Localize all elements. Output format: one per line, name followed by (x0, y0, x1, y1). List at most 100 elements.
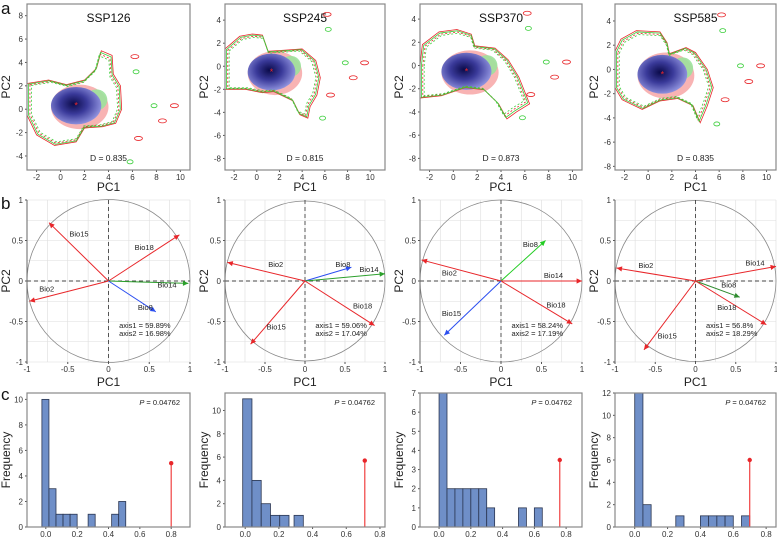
variance-axis1: axis1 = 56.8% (706, 321, 754, 330)
y-tick-label: 2 (217, 39, 222, 48)
x-tick-label: 0.2 (465, 530, 477, 538)
histogram-bar (642, 504, 652, 528)
arrowhead-icon (227, 261, 234, 267)
x-tick-label: 6 (717, 173, 722, 182)
y-tick-label: 6 (19, 35, 24, 44)
histogram-bar (270, 514, 281, 528)
panel-label-a: a (1, 0, 11, 18)
contour-island (524, 25, 532, 31)
niche-contour (29, 53, 120, 144)
y-tick-label: 0.5 (12, 237, 24, 246)
histogram-bar (62, 513, 71, 528)
y-tick-label: 4 (19, 472, 24, 481)
plot-area (615, 4, 776, 170)
niche-contour (420, 30, 529, 119)
y-tick-label: -1 (16, 358, 24, 367)
y-tick-label: 0 (607, 277, 612, 286)
arrow-label: Bio15 (658, 332, 677, 341)
histogram-bar (741, 515, 751, 528)
niche-contour (26, 50, 123, 146)
x-tick-label: 1 (774, 365, 777, 374)
y-axis-title: Frequency (0, 432, 13, 489)
observed-point (168, 460, 174, 466)
x-axis-title: PC1 (684, 375, 708, 389)
y-tick-label: -8 (214, 154, 222, 163)
histogram-bar (438, 392, 448, 528)
arrowhead-icon (345, 266, 352, 272)
plot-frame (419, 392, 583, 528)
niche-contour (31, 55, 118, 143)
y-tick-label: 6 (412, 408, 417, 417)
x-tick-label: 0.4 (497, 530, 509, 538)
contour-island (550, 74, 560, 80)
y-tick-label: 4 (607, 478, 612, 487)
y-axis-title: PC2 (197, 269, 211, 293)
x-tick-label: 0.2 (72, 530, 84, 538)
plot-frame (224, 392, 386, 528)
arrow-label: Bio8 (523, 240, 538, 249)
y-tick-label: -0.5 (207, 318, 221, 327)
arrowhead-icon (643, 343, 650, 350)
x-tick-label: 0.5 (730, 365, 742, 374)
y-tick-label: 2 (607, 501, 612, 510)
arrow-bio2 (227, 261, 306, 282)
histogram-bar (700, 515, 710, 528)
p-symbol: P (531, 398, 536, 407)
x-tick-label: 0.2 (273, 530, 285, 538)
histogram-bar (242, 398, 253, 528)
histogram-bar (446, 488, 456, 528)
x-tick-label: 0.0 (629, 530, 641, 538)
x-tick-label: 1 (383, 365, 388, 374)
contour-island (326, 92, 335, 98)
arrowhead-icon (182, 280, 189, 286)
p-value: P = 0.04762 (531, 398, 572, 407)
x-tick-label: 0 (106, 365, 111, 374)
arrow-label: Bio8 (335, 260, 350, 269)
y-tick-label: -6 (214, 131, 222, 140)
variance-axis2: axis2 = 17.19% (512, 329, 564, 338)
density-overlap (637, 54, 688, 94)
x-tick-label: 10 (366, 173, 375, 182)
niche-contour (616, 31, 713, 123)
arrow-label: Bio15 (267, 323, 286, 332)
y-axis-title: PC2 (392, 75, 406, 99)
x-tick-label: 0.6 (341, 530, 353, 538)
y-tick-label: 4 (217, 16, 222, 25)
p-symbol: P (725, 398, 730, 407)
observed-point (747, 457, 752, 463)
x-tick-label: 0 (255, 173, 260, 182)
niche-contour (224, 33, 321, 119)
niche-contour (423, 32, 525, 116)
arrowhead-icon (770, 264, 776, 270)
y-tick-label: 1 (607, 196, 612, 205)
y-tick-label: 0 (217, 277, 222, 286)
y-tick-label: 2 (19, 497, 24, 506)
x-tick-label: 0.4 (695, 530, 707, 538)
contour-island (713, 121, 721, 127)
x-tick-label: 2 (82, 173, 87, 182)
arrow-bio14 (108, 280, 189, 284)
contour-island (542, 59, 550, 65)
arrow-label: Bio2 (39, 285, 54, 294)
contour-island (519, 115, 526, 121)
arrowhead-icon (250, 338, 257, 345)
y-tick-label: -4 (604, 114, 612, 123)
arrowhead-icon (616, 266, 623, 272)
arrow-bio15 (643, 280, 696, 351)
arrow-label: Bio14 (157, 280, 176, 289)
x-tick-label: 0 (58, 173, 63, 182)
x-tick-label: 0 (499, 365, 504, 374)
plot-frame (224, 3, 386, 171)
x-tick-label: 0.8 (374, 530, 386, 538)
y-axis-title: Frequency (392, 432, 406, 489)
x-tick-label: 0.2 (662, 530, 674, 538)
contour-island (744, 79, 754, 84)
x-tick-label: -0.5 (454, 365, 468, 374)
x-tick-label: -2 (33, 173, 41, 182)
histogram-bar (724, 515, 734, 528)
x-tick-label: -2 (621, 173, 629, 182)
histogram-bar (118, 501, 127, 528)
niche-contour (618, 34, 710, 120)
